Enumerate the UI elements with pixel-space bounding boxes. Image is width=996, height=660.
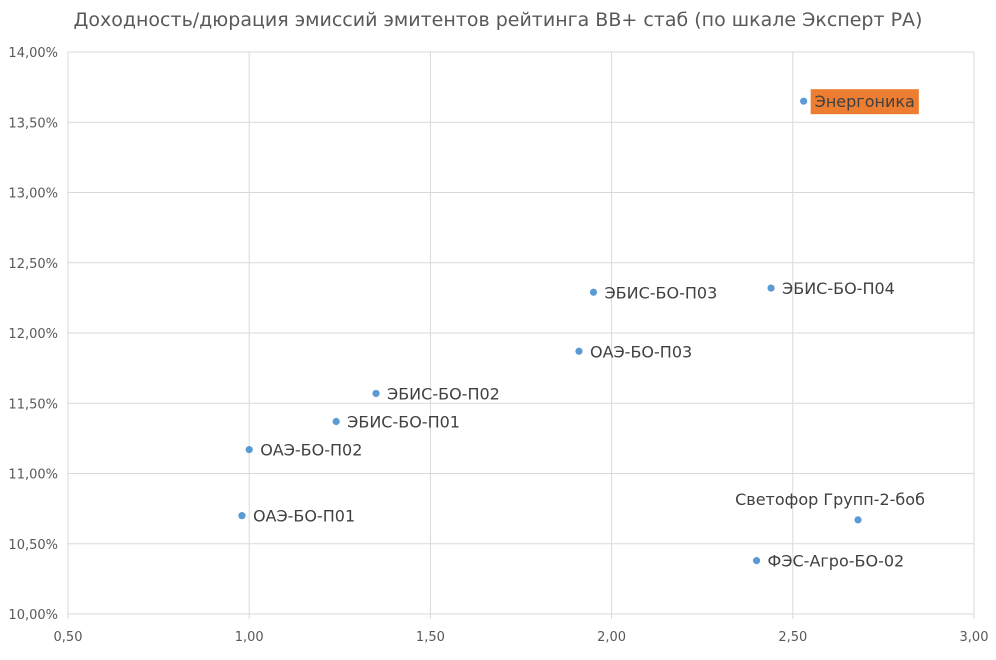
data-point xyxy=(752,557,761,565)
chart-title: Доходность/дюрация эмиссий эмитентов рей… xyxy=(74,9,923,31)
y-tick-label: 12,50% xyxy=(8,257,58,272)
data-point xyxy=(589,288,598,296)
data-label: ЭБИС-БО-П02 xyxy=(387,384,500,403)
data-label: Энергоника xyxy=(815,92,915,111)
y-tick-label: 13,50% xyxy=(8,116,58,131)
grid xyxy=(67,51,975,615)
x-tick-label: 0,50 xyxy=(54,630,83,645)
data-label: ОАЭ-БО-П03 xyxy=(590,342,692,361)
y-tick-label: 12,00% xyxy=(8,327,58,342)
data-label: ЭБИС-БО-П01 xyxy=(347,413,460,432)
y-tick-label: 11,50% xyxy=(8,397,58,412)
x-tick-label: 2,00 xyxy=(597,630,626,645)
data-point xyxy=(372,389,380,398)
x-tick-label: 3,00 xyxy=(960,630,989,645)
y-tick-label: 11,00% xyxy=(8,468,58,483)
data-point xyxy=(800,97,808,105)
data-point xyxy=(238,512,246,520)
y-tick-label: 10,00% xyxy=(8,608,58,623)
x-tick-label: 1,00 xyxy=(235,630,264,645)
y-tick-label: 14,00% xyxy=(8,46,58,61)
data-point xyxy=(767,284,775,292)
data-label: ОАЭ-БО-П02 xyxy=(260,441,362,460)
x-tick-label: 2,50 xyxy=(778,630,807,645)
x-tick-label: 1,50 xyxy=(416,630,445,645)
data-point xyxy=(854,516,862,524)
data-label: Светофор Групп-2-боб xyxy=(735,490,925,509)
data-label: ЭБИС-БО-П03 xyxy=(604,283,717,302)
data-label: ОАЭ-БО-П01 xyxy=(253,507,355,526)
highlight-label-background xyxy=(810,89,919,115)
data-label: ФЭС-Агро-БО-02 xyxy=(768,552,905,571)
data-point xyxy=(332,417,340,426)
data-points: Энергоника ЭБИС-БО-П03 ЭБИС-БО-П04 ОАЭ-БО-П… xyxy=(238,89,925,571)
y-tick-label: 13,00% xyxy=(8,187,58,202)
data-point xyxy=(245,446,253,454)
y-tick-label: 10,50% xyxy=(8,538,58,553)
axes: 0,50 1,00 1,50 2,00 2,50 3,00 10,00% 10,50% 11,0… xyxy=(8,46,988,645)
data-point xyxy=(575,347,583,355)
data-label: ЭБИС-БО-П04 xyxy=(782,279,895,298)
